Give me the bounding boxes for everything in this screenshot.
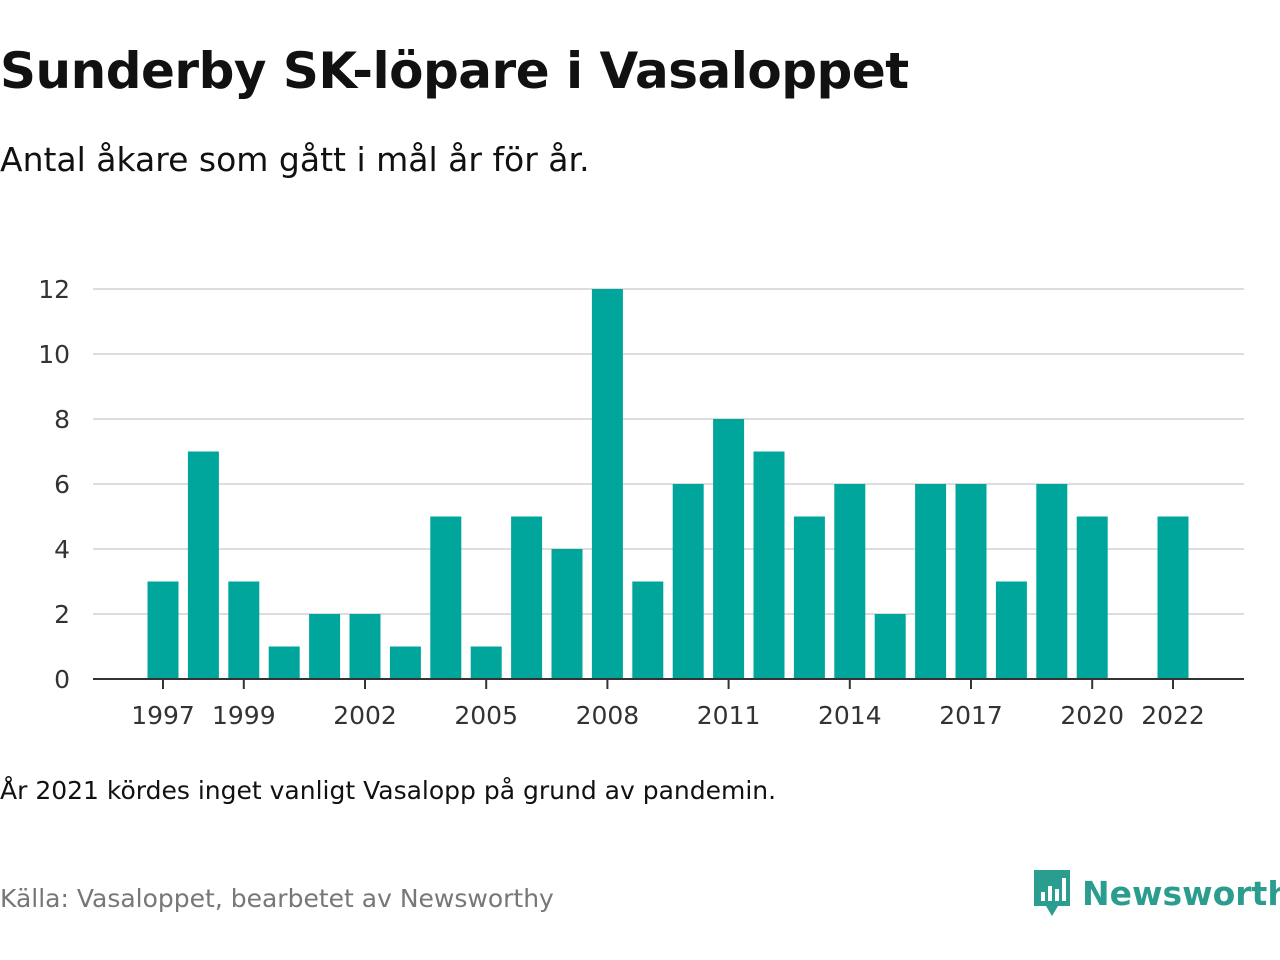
bar-1998 [187,451,219,679]
y-tick-label: 6 [54,470,70,499]
chart-note: År 2021 kördes inget vanligt Vasalopp på… [0,776,777,805]
bar-2008 [591,289,623,679]
x-tick-label: 2005 [454,701,518,730]
gridlines [93,288,1244,615]
chart-subtitle: Antal åkare som gått i mål år för år. [0,140,590,179]
bar-2013 [793,516,825,679]
x-tick-label: 2011 [697,701,761,730]
y-tick-label: 4 [54,535,70,564]
newsworthy-logo-icon [1034,870,1070,916]
bar-2018 [995,581,1027,679]
bars [147,289,1189,679]
bar-2006 [511,516,543,679]
bar-2011 [713,419,745,679]
bar-2010 [672,484,704,679]
brand-name: Newsworthy [1082,873,1280,913]
bar-2019 [1036,484,1068,679]
axes: 0 2 4 6 8 10 12 1997 1999 2002 2005 2008 2011 2014 201… [38,275,1244,730]
y-tick-label: 8 [54,405,70,434]
bar-2020 [1076,516,1108,679]
bar-2014 [834,484,866,679]
bar-2015 [874,614,906,679]
bar-2017 [955,484,987,679]
x-tick-label: 2008 [576,701,640,730]
chart-title: Sunderby SK-löpare i Vasaloppet [0,42,909,100]
bar-2000 [268,646,300,679]
y-tick-label: 2 [54,600,70,629]
x-tick-label: 2002 [333,701,397,730]
brand-logo[interactable]: Newsworthy [1032,868,1280,918]
x-tick-label: 1999 [212,701,276,730]
bar-2012 [753,451,785,679]
bar-2022 [1157,516,1189,679]
bar-2002 [349,614,381,679]
bar-2005 [470,646,502,679]
x-tick-label: 2017 [939,701,1003,730]
bar-2016 [915,484,947,679]
y-tick-label: 0 [54,665,70,694]
x-tick-label: 2014 [818,701,882,730]
x-tick-label: 2022 [1141,701,1205,730]
bar-2001 [309,614,341,679]
x-tick-label: 1997 [131,701,195,730]
y-tick-label: 10 [38,340,70,369]
y-tick-label: 12 [38,275,70,304]
bar-2003 [389,646,421,679]
x-tick-label: 2020 [1060,701,1124,730]
bar-1999 [228,581,260,679]
bar-2004 [430,516,462,679]
source-text: Källa: Vasaloppet, bearbetet av Newswort… [0,884,554,913]
bar-1997 [147,581,179,679]
bar-2009 [632,581,664,679]
bar-chart: 0 2 4 6 8 10 12 1997 1999 2002 2005 2008 2011 2014 201… [38,275,1244,730]
bar-2007 [551,549,583,679]
